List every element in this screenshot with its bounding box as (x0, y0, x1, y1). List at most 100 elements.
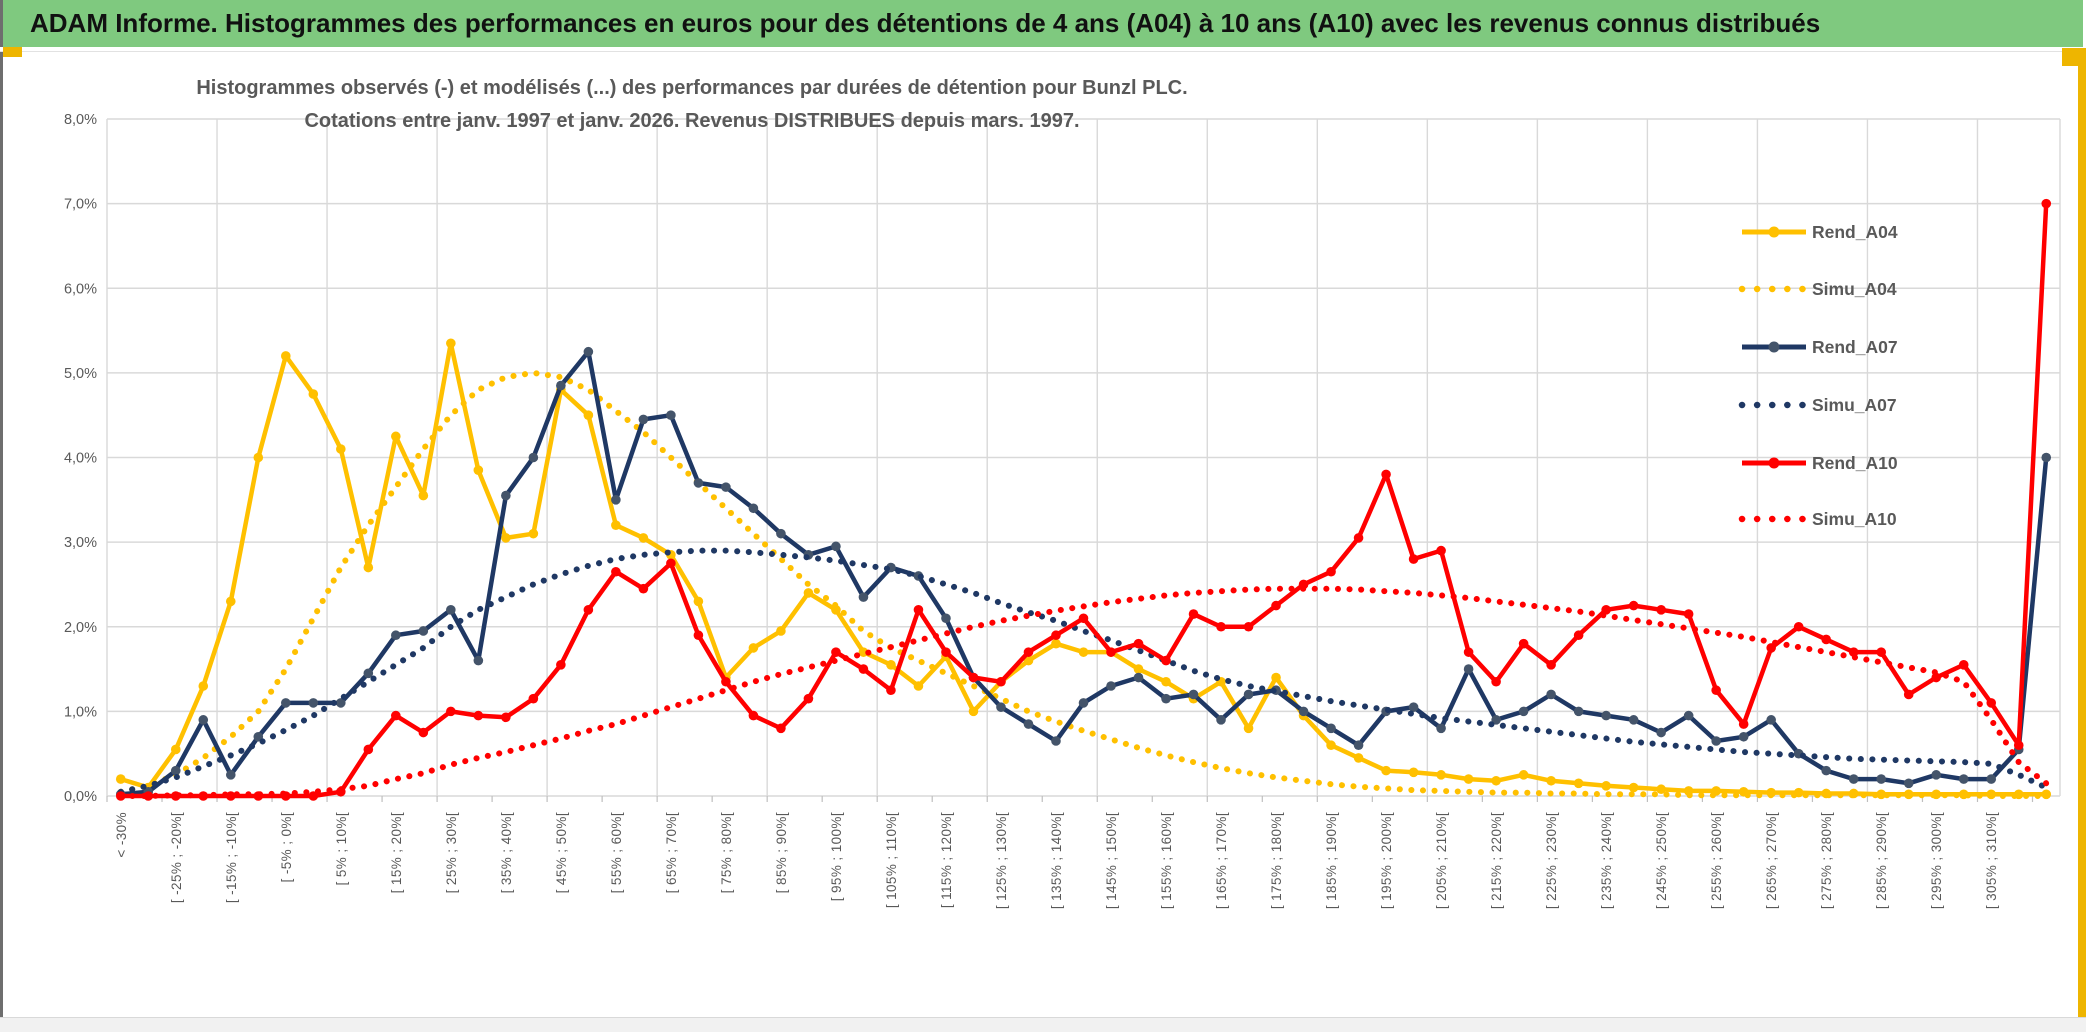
legend-label: Rend_A04 (1812, 222, 1898, 242)
legend-item-simu_a10[interactable]: Simu_A10 (1738, 509, 1897, 529)
series-rend_a04-marker (748, 643, 759, 653)
series-rend_a10-marker (418, 727, 429, 738)
bottom-scroll-strip[interactable] (0, 1017, 2086, 1032)
legend-label: Simu_A07 (1812, 395, 1897, 415)
series-rend_a10-marker (1463, 647, 1474, 657)
series-rend_a07-marker (1161, 693, 1171, 704)
series-rend_a07-marker (858, 592, 869, 602)
series-simu_a07-line (117, 547, 2050, 795)
series-rend_a04-marker (501, 533, 511, 543)
x-axis-tick-label: [ 295% ; 300%[ (1929, 812, 1944, 909)
series-rend_a07-marker (1106, 681, 1116, 691)
series-rend_a10-marker (693, 630, 704, 641)
gold-accent-right-edge (2078, 64, 2086, 1017)
series-rend_a04-marker (1381, 765, 1391, 776)
series-rend_a07-marker (1628, 715, 1639, 725)
series-rend_a04-marker (280, 351, 291, 361)
series-rend_a10-marker (363, 744, 374, 755)
legend-item-rend_a07[interactable]: Rend_A07 (1742, 337, 1898, 357)
legend-item-simu_a04[interactable]: Simu_A04 (1738, 279, 1897, 299)
series-rend_a10-marker (391, 710, 401, 721)
series-rend_a07-marker (1463, 664, 1474, 674)
legend-label: Simu_A04 (1812, 279, 1897, 299)
series-rend_a10-marker (583, 605, 594, 615)
series-rend_a07-marker (1216, 715, 1226, 725)
x-axis-tick-label: [ -15% ; -10%[ (224, 812, 239, 903)
series-rend_a07-marker (501, 490, 511, 501)
series-rend_a10-marker (1958, 660, 1969, 670)
x-axis-tick-label: [ -5% ; 0%[ (279, 812, 294, 882)
x-axis-tick-label: < -30% (114, 812, 129, 858)
y-axis-tick-label: 4,0% (64, 451, 97, 467)
x-axis-tick-label: [ 235% ; 240%[ (1599, 812, 1614, 909)
series-rend_a07-marker (1051, 736, 1061, 746)
series-rend_a07-marker (280, 698, 291, 708)
y-axis-tick-label: 1,0% (64, 704, 97, 720)
series-rend_a07-marker (1023, 719, 1034, 729)
series-rend_a07-marker (1958, 774, 1969, 784)
chart-title: Histogrammes observés (-) et modélisés (… (196, 77, 1188, 99)
series-rend_a10-marker (666, 558, 676, 569)
series-rend_a04-marker (1518, 770, 1529, 780)
legend-label: Rend_A07 (1812, 337, 1898, 357)
series-rend_a07-marker (1353, 740, 1364, 751)
series-rend_a07-marker (1601, 710, 1611, 721)
series-rend_a10-marker (1436, 545, 1446, 556)
series-rend_a07-marker (996, 702, 1006, 712)
series-rend_a10-marker (446, 706, 456, 717)
series-rend_a10-marker (1188, 609, 1199, 619)
series-rend_a04-marker (638, 533, 649, 543)
window-left-border (0, 0, 3, 1031)
series-rend_a07-marker (528, 452, 539, 463)
y-axis-tick-label: 5,0% (64, 366, 97, 382)
series-rend_a04-marker (391, 431, 401, 442)
series-rend_a10-marker (501, 712, 511, 723)
series-rend_a10-marker (1628, 600, 1639, 611)
series-rend_a07-marker (1243, 689, 1254, 700)
x-axis-tick-label: [ 225% ; 230%[ (1544, 812, 1559, 909)
x-axis-tick-label: [ 285% ; 290%[ (1874, 812, 1889, 909)
series-rend_a07-marker (1188, 689, 1199, 700)
series-rend_a10-marker (1106, 647, 1116, 657)
series-rend_a07-marker (1518, 706, 1529, 717)
series-rend_a07-marker (363, 668, 374, 679)
x-axis-tick-label: [ 15% ; 20%[ (389, 812, 404, 893)
series-rend_a10-marker (1546, 660, 1556, 670)
legend-label: Simu_A10 (1812, 509, 1897, 529)
series-rend_a10-marker (1353, 533, 1364, 543)
series-rend_a10-marker (1848, 647, 1859, 657)
x-axis-tick-label: [ 195% ; 200%[ (1379, 812, 1394, 909)
series-rend_a04-marker (1656, 784, 1666, 795)
legend-item-rend_a04[interactable]: Rend_A04 (1742, 222, 1898, 242)
series-rend_a07-marker (748, 503, 759, 514)
series-rend_a04-marker (1243, 723, 1254, 734)
x-axis-tick-label: [ 125% ; 130%[ (994, 812, 1009, 909)
series-rend_a10-marker (1903, 689, 1914, 700)
series-rend_a04-marker (1408, 767, 1419, 778)
series-rend_a10-marker (748, 710, 759, 721)
series-rend_a04-marker (1353, 753, 1364, 763)
series-rend_a10-marker (1766, 643, 1776, 653)
x-axis-tick-label: [ 215% ; 220%[ (1489, 812, 1504, 909)
series-rend_a10-marker (913, 605, 924, 615)
series-rend_a07-marker (1876, 774, 1887, 784)
series-rend_a07-marker (336, 698, 346, 708)
series-rend_a10-marker (473, 710, 484, 721)
series-rend_a10-marker (528, 693, 539, 704)
series-rend_a10-marker (1683, 609, 1694, 619)
series-rend_a10-marker (1381, 469, 1391, 480)
x-axis-tick-label: [ 95% ; 100%[ (829, 812, 844, 901)
series-rend_a07-marker (693, 478, 704, 488)
series-rend_a07-marker (1573, 706, 1584, 717)
series-rend_a04-marker (1271, 672, 1281, 683)
series-rend_a10-marker (803, 693, 814, 704)
series-rend_a10-marker (996, 676, 1006, 687)
series-rend_a10-marker (308, 791, 319, 801)
x-axis-tick-label: [ 55% ; 60%[ (609, 812, 624, 893)
series-rend_a04-marker (913, 681, 924, 691)
series-rend_a10-marker (1656, 605, 1666, 615)
legend-item-rend_a10[interactable]: Rend_A10 (1742, 453, 1898, 473)
series-rend_a10-marker (886, 685, 896, 696)
series-rend_a10-marker (1051, 630, 1061, 641)
legend-item-simu_a07[interactable]: Simu_A07 (1738, 395, 1897, 415)
